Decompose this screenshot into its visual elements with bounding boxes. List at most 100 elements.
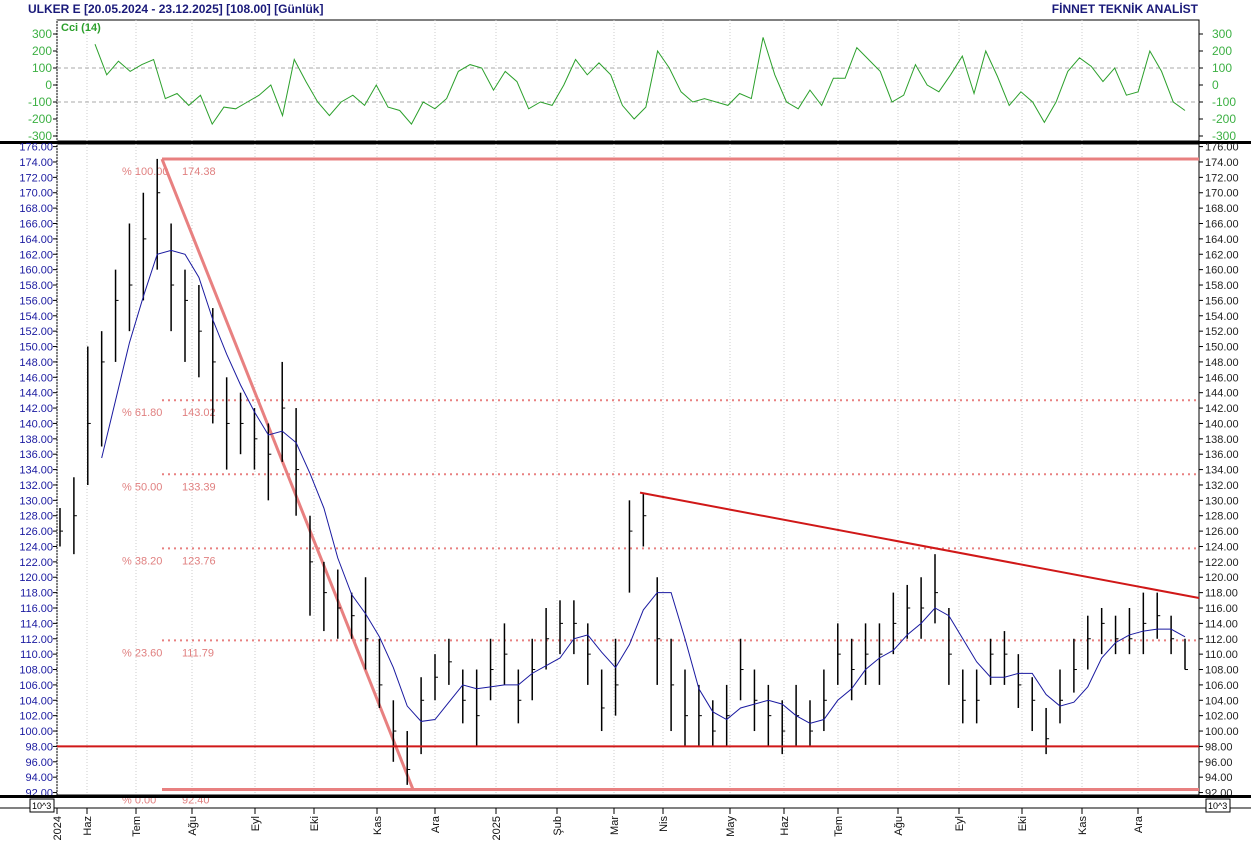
price-bar [712, 700, 716, 747]
price-tick-label-left: 160.00 [19, 265, 53, 277]
price-tick-label-right: 152.00 [1205, 326, 1239, 338]
price-bar [1059, 669, 1063, 724]
price-tick-label-right: 100.00 [1205, 726, 1239, 738]
price-bar [1100, 608, 1105, 655]
price-bar [878, 623, 883, 685]
price-tick-label-right: 114.00 [1205, 618, 1238, 630]
fibonacci-value-label: 143.02 [182, 407, 216, 419]
price-bar [323, 561, 327, 632]
price-tick-label-right: 110.00 [1205, 649, 1238, 661]
price-tick-label-left: 114.00 [20, 618, 53, 630]
x-tick-label: Ara [430, 815, 442, 833]
fibonacci-percent-label: % 23.60 [122, 647, 162, 659]
price-tick-label-right: 96.00 [1205, 757, 1233, 769]
price-tick-label-left: 148.00 [19, 357, 53, 369]
price-tick-label-left: 98.00 [25, 741, 53, 753]
x-tick-label: Mar [609, 816, 621, 835]
price-bar [1156, 592, 1161, 639]
price-tick-label-left: 116.00 [20, 603, 53, 615]
price-tick-label-right: 168.00 [1205, 203, 1239, 215]
price-bar [559, 600, 563, 655]
cci-title: Cci (14) [61, 22, 101, 34]
price-bar [739, 638, 744, 701]
fibonacci-percent-label: % 100.00 [122, 166, 168, 178]
price-tick-label-right: 154.00 [1205, 311, 1239, 323]
price-tick-label-left: 156.00 [19, 295, 53, 307]
fibonacci-value-label: 174.38 [182, 166, 216, 178]
price-tick-label-right: 166.00 [1205, 219, 1239, 231]
price-tick-label-left: 152.00 [19, 326, 53, 338]
price-tick-label-left: 104.00 [19, 695, 53, 707]
cci-tick-label-left: -100 [28, 95, 52, 109]
scale-badge-label: 10^3 [32, 801, 51, 811]
price-bar [1114, 615, 1119, 655]
price-tick-label-right: 94.00 [1205, 772, 1233, 784]
x-tick-label: Eyl [250, 816, 262, 831]
cci-tick-label-right: -100 [1212, 95, 1236, 109]
price-tick-label-left: 100.00 [19, 726, 53, 738]
price-bar [767, 684, 772, 747]
price-tick-label-right: 146.00 [1205, 372, 1239, 384]
price-tick-label-right: 162.00 [1205, 249, 1239, 261]
price-bar [837, 623, 841, 685]
x-tick-label: 2025 [491, 816, 503, 840]
price-bar [420, 677, 425, 755]
price-tick-label-right: 98.00 [1205, 741, 1233, 753]
price-tick-label-right: 126.00 [1205, 526, 1239, 538]
price-bar [281, 361, 286, 462]
price-tick-label-left: 136.00 [19, 449, 53, 461]
cci-tick-label-left: 100 [32, 61, 52, 75]
x-axis: 2024 Haz Tem Ağu Eyl Eki Kas Ara 2025 Şub Mar Nis Ma… [0, 795, 1251, 840]
price-tick-label-left: 158.00 [19, 280, 53, 292]
price-bar [587, 623, 591, 685]
price-bar [114, 269, 119, 362]
price-bar [823, 669, 827, 732]
price-tick-label-left: 126.00 [19, 526, 53, 538]
price-bar [934, 554, 938, 624]
fibonacci-percent-label: % 61.80 [122, 407, 162, 419]
price-tick-label-right: 158.00 [1205, 280, 1239, 292]
x-tick-label: Tem [833, 816, 845, 837]
cci-tick-label-right: 200 [1212, 44, 1232, 58]
price-tick-label-right: 118.00 [1205, 588, 1238, 600]
price-tick-label-left: 176.00 [19, 142, 53, 154]
price-bar [503, 623, 508, 685]
price-bar [267, 423, 272, 501]
cci-tick-label-right: 300 [1212, 27, 1232, 41]
x-tick-label: Haz [82, 816, 94, 836]
price-tick-label-left: 102.00 [19, 711, 53, 723]
price-tick-label-left: 122.00 [19, 557, 53, 569]
price-tick-label-right: 170.00 [1205, 188, 1239, 200]
price-bar [1017, 654, 1022, 708]
price-tick-label-right: 128.00 [1205, 511, 1239, 523]
x-tick-label: Eki [309, 816, 321, 831]
price-tick-label-left: 110.00 [20, 649, 53, 661]
price-tick-label-right: 130.00 [1205, 495, 1239, 507]
x-tick-label: Ara [1133, 815, 1145, 833]
price-bar [670, 638, 675, 732]
price-bar [1087, 615, 1091, 670]
price-bar [337, 569, 341, 639]
price-bar [600, 669, 605, 732]
price-bar [531, 638, 536, 701]
price-tick-label-left: 142.00 [19, 403, 53, 415]
price-tick-label-right: 160.00 [1205, 265, 1239, 277]
price-tick-label-right: 108.00 [1205, 665, 1239, 677]
fibonacci-value-label: 133.39 [182, 481, 216, 493]
x-tick-label: Kas [372, 816, 384, 835]
cci-tick-label-left: 300 [32, 27, 52, 41]
price-bar [906, 584, 911, 639]
price-bar [628, 500, 633, 593]
x-tick-label: Kas [1077, 816, 1089, 835]
price-tick-label-left: 144.00 [19, 388, 53, 400]
cci-tick-label-right: -200 [1212, 112, 1236, 126]
price-bar [614, 638, 619, 716]
price-tick-label-left: 166.00 [19, 219, 53, 231]
price-bar [975, 669, 980, 724]
price-tick-label-left: 94.00 [25, 772, 53, 784]
price-bar [434, 654, 438, 701]
moving-average-line [101, 249, 1186, 724]
scale-badge [29, 798, 55, 813]
price-tick-label-right: 104.00 [1205, 695, 1239, 707]
